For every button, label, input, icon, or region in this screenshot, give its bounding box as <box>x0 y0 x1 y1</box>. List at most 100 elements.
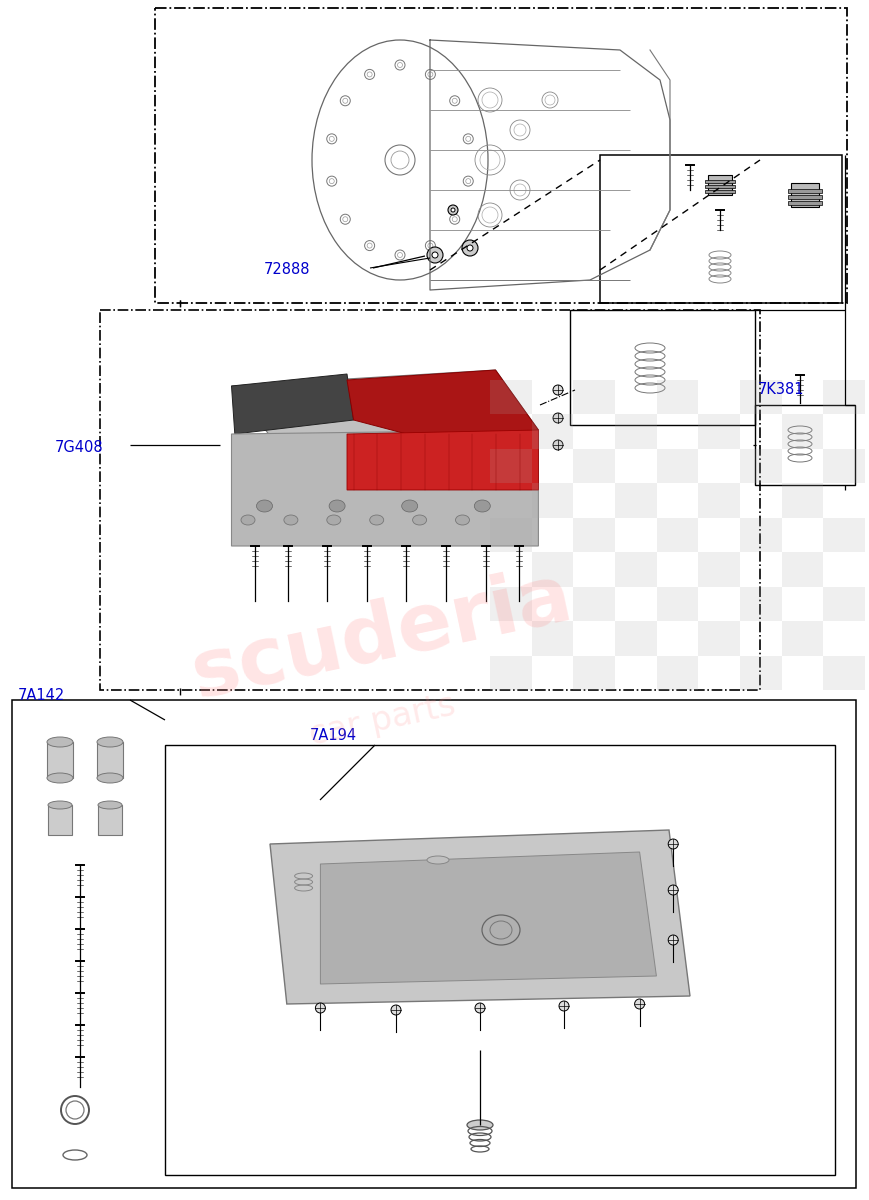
Bar <box>698 622 740 655</box>
Bar <box>656 449 698 484</box>
Text: car parts: car parts <box>306 689 459 751</box>
Polygon shape <box>320 852 655 984</box>
Bar <box>704 190 734 193</box>
Bar <box>48 805 72 835</box>
Ellipse shape <box>467 1120 493 1130</box>
Ellipse shape <box>241 515 255 526</box>
Bar <box>489 380 531 414</box>
Bar <box>704 180 734 184</box>
Bar <box>531 484 573 517</box>
Bar <box>573 449 614 484</box>
Bar <box>47 742 73 778</box>
Bar <box>489 517 531 552</box>
Bar <box>707 175 731 194</box>
Ellipse shape <box>461 240 477 256</box>
Ellipse shape <box>96 737 123 746</box>
Bar <box>614 622 656 655</box>
Bar <box>754 404 854 485</box>
Bar <box>100 310 760 690</box>
Ellipse shape <box>283 515 297 526</box>
Ellipse shape <box>369 515 383 526</box>
Ellipse shape <box>427 856 448 864</box>
Ellipse shape <box>390 1006 401 1015</box>
Ellipse shape <box>427 247 442 263</box>
Ellipse shape <box>448 205 457 215</box>
Bar <box>780 622 822 655</box>
Bar <box>822 449 864 484</box>
Bar <box>780 414 822 449</box>
Bar <box>740 587 780 622</box>
Bar <box>489 587 531 622</box>
Ellipse shape <box>401 500 417 512</box>
Bar <box>98 805 122 835</box>
Ellipse shape <box>667 935 678 946</box>
Ellipse shape <box>412 515 426 526</box>
Ellipse shape <box>96 773 123 782</box>
Bar <box>656 655 698 690</box>
Ellipse shape <box>634 998 644 1009</box>
Text: 7K381: 7K381 <box>757 383 804 397</box>
Ellipse shape <box>47 737 73 746</box>
Ellipse shape <box>553 440 562 450</box>
Bar <box>656 587 698 622</box>
Ellipse shape <box>667 886 678 895</box>
Bar <box>698 484 740 517</box>
Bar <box>614 414 656 449</box>
Bar <box>569 310 754 425</box>
Bar <box>787 194 821 199</box>
Bar <box>698 414 740 449</box>
Bar <box>740 380 780 414</box>
Bar <box>573 380 614 414</box>
Bar <box>155 8 846 302</box>
Bar <box>531 414 573 449</box>
Ellipse shape <box>474 500 490 512</box>
Bar <box>96 742 123 778</box>
Bar <box>822 587 864 622</box>
Bar <box>656 380 698 414</box>
Bar <box>822 517 864 552</box>
Bar <box>573 655 614 690</box>
Bar <box>531 552 573 587</box>
Text: scuderia: scuderia <box>185 558 580 714</box>
Bar <box>822 380 864 414</box>
Bar <box>573 517 614 552</box>
Bar <box>822 655 864 690</box>
Bar <box>573 587 614 622</box>
Bar <box>614 552 656 587</box>
Bar <box>698 552 740 587</box>
Ellipse shape <box>559 1001 568 1010</box>
Bar <box>165 745 834 1175</box>
Ellipse shape <box>474 1003 484 1013</box>
Ellipse shape <box>315 1003 325 1013</box>
Polygon shape <box>231 370 538 450</box>
Text: 7G408: 7G408 <box>55 439 103 455</box>
Bar <box>787 188 821 193</box>
Bar <box>614 484 656 517</box>
Bar <box>740 655 780 690</box>
Bar <box>489 449 531 484</box>
Bar <box>740 517 780 552</box>
Bar <box>780 484 822 517</box>
Ellipse shape <box>432 252 437 258</box>
Polygon shape <box>231 430 538 546</box>
Polygon shape <box>231 374 353 434</box>
Text: 7A142: 7A142 <box>18 688 65 702</box>
Bar <box>600 155 841 302</box>
Ellipse shape <box>256 500 272 512</box>
Ellipse shape <box>553 413 562 422</box>
Bar <box>780 552 822 587</box>
Polygon shape <box>347 370 538 440</box>
Bar <box>656 517 698 552</box>
Text: 7A194: 7A194 <box>309 727 356 743</box>
Bar <box>12 700 855 1188</box>
Bar <box>704 185 734 188</box>
Text: 72888: 72888 <box>263 263 309 277</box>
Bar <box>489 655 531 690</box>
Bar <box>790 182 818 206</box>
Ellipse shape <box>455 515 469 526</box>
Ellipse shape <box>48 802 72 809</box>
Ellipse shape <box>667 839 678 850</box>
Bar <box>531 622 573 655</box>
Ellipse shape <box>98 802 122 809</box>
Polygon shape <box>269 830 689 1004</box>
